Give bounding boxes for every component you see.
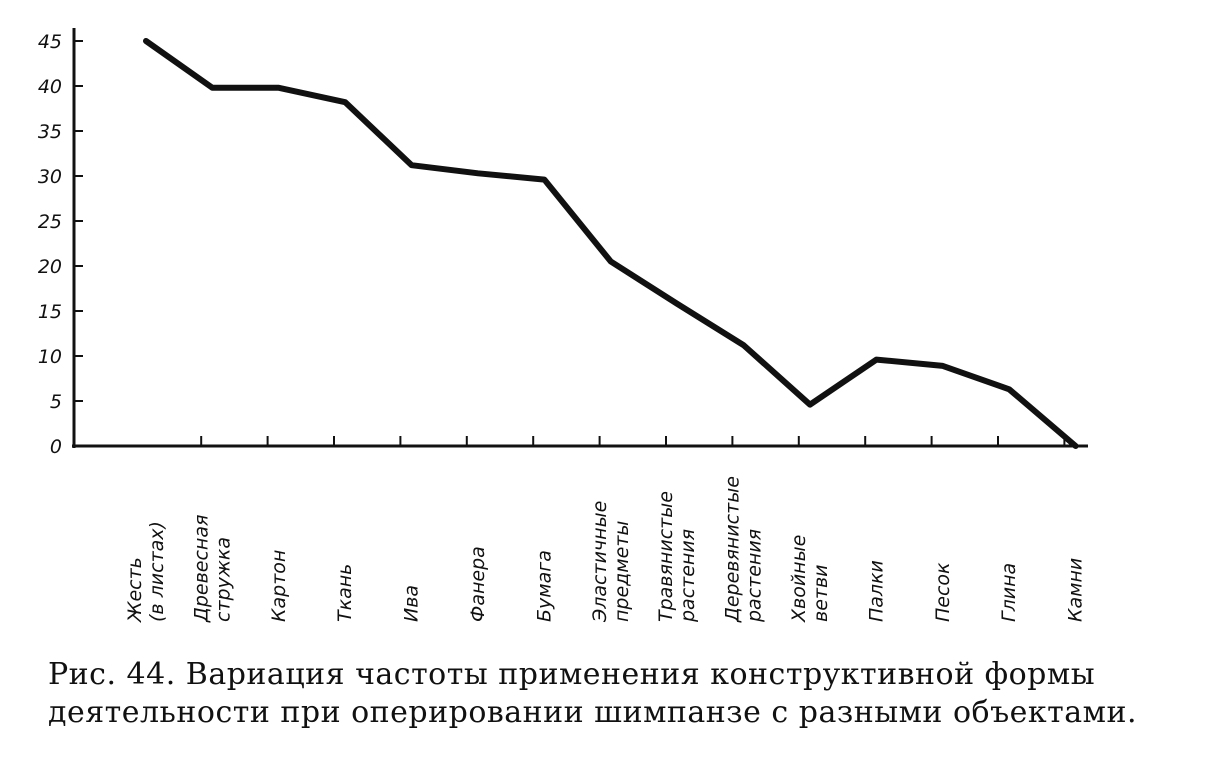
data-point [409,162,415,168]
y-tick-label: 30 [38,166,62,188]
y-axis-ticks: 0 5 10 15 20 25 30 35 40 45 [38,31,83,458]
category-label: Деревянистые растения [722,476,766,623]
category-label: Ива [401,585,423,622]
category-label-line: Фанера [467,546,489,622]
data-point [807,402,813,408]
category-label-line: Ива [401,585,423,622]
category-labels: Жесть (в листах) Древесная стружка Картон Тка… [124,476,1087,623]
category-label: Жесть (в листах) [124,521,168,623]
data-point [209,85,215,91]
category-label-line: Хвойные [788,535,810,623]
data-point [1073,443,1079,449]
category-label: Древесная стружка [190,515,234,623]
category-label: Хвойные ветви [788,535,832,623]
category-label: Картон [268,550,290,622]
category-label-line: Картон [268,550,290,622]
category-label: Камни [1065,558,1087,622]
y-tick-label: 45 [38,31,62,53]
category-label-line: Жесть [124,557,146,623]
category-label-line: Камни [1065,558,1087,622]
data-point [276,85,282,91]
category-label-line: Эластичные [589,501,611,623]
category-label-line: стружка [212,537,234,622]
category-label-line: Бумага [533,550,555,622]
series-line [143,38,1079,449]
category-label-line: растения [677,529,699,623]
caption-line-2: деятельности при оперировании шимпанзе с… [48,695,1138,730]
category-label-line: предметы [611,521,633,622]
category-label-line: ветви [810,564,832,622]
category-label: Травянистые растения [655,491,699,623]
y-tick-label: 5 [50,391,62,413]
x-axis-ticks [200,436,1066,446]
y-tick-label: 0 [50,436,62,458]
y-tick-label: 25 [38,211,62,233]
category-label-line: Палки [865,560,887,622]
data-point [873,357,879,363]
y-tick-label: 35 [38,121,62,143]
caption-line-1: Рис. 44. Вариация частоты применения кон… [48,657,1096,692]
data-points [143,38,1079,449]
figure-caption: Рис. 44. Вариация частоты применения кон… [48,656,1188,732]
y-tick-label: 10 [38,346,62,368]
data-point [475,170,481,176]
category-label-line: Песок [932,562,954,622]
category-label: Бумага [533,550,555,622]
category-label: Эластичные предметы [589,501,633,623]
category-label-line: Травянистые [655,491,677,622]
category-label-line: растения [744,529,766,623]
data-point [940,363,946,369]
y-tick-label: 40 [38,76,62,98]
category-label-line: Древесная [190,515,212,623]
data-point [674,301,680,307]
y-tick-label: 15 [38,301,62,323]
y-tick-label: 20 [38,256,62,278]
category-label-line: (в листах) [146,521,168,622]
category-label: Палки [865,560,887,622]
data-point [143,38,149,44]
category-label: Глина [998,563,1020,622]
data-point [1006,386,1012,392]
category-label: Ткань [334,564,356,622]
data-point [541,177,547,183]
category-label: Песок [932,562,954,622]
category-label-line: Ткань [334,564,356,622]
data-point [741,342,747,348]
category-label-line: Деревянистые [722,476,744,623]
category-label-line: Глина [998,563,1020,622]
category-label: Фанера [467,546,489,622]
data-point [608,259,614,264]
data-point [342,99,348,105]
